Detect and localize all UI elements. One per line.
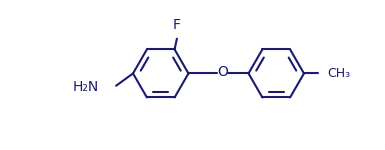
Text: O: O: [217, 65, 228, 79]
Text: CH₃: CH₃: [327, 67, 350, 80]
Text: H₂N: H₂N: [73, 80, 99, 94]
Text: F: F: [173, 18, 181, 33]
